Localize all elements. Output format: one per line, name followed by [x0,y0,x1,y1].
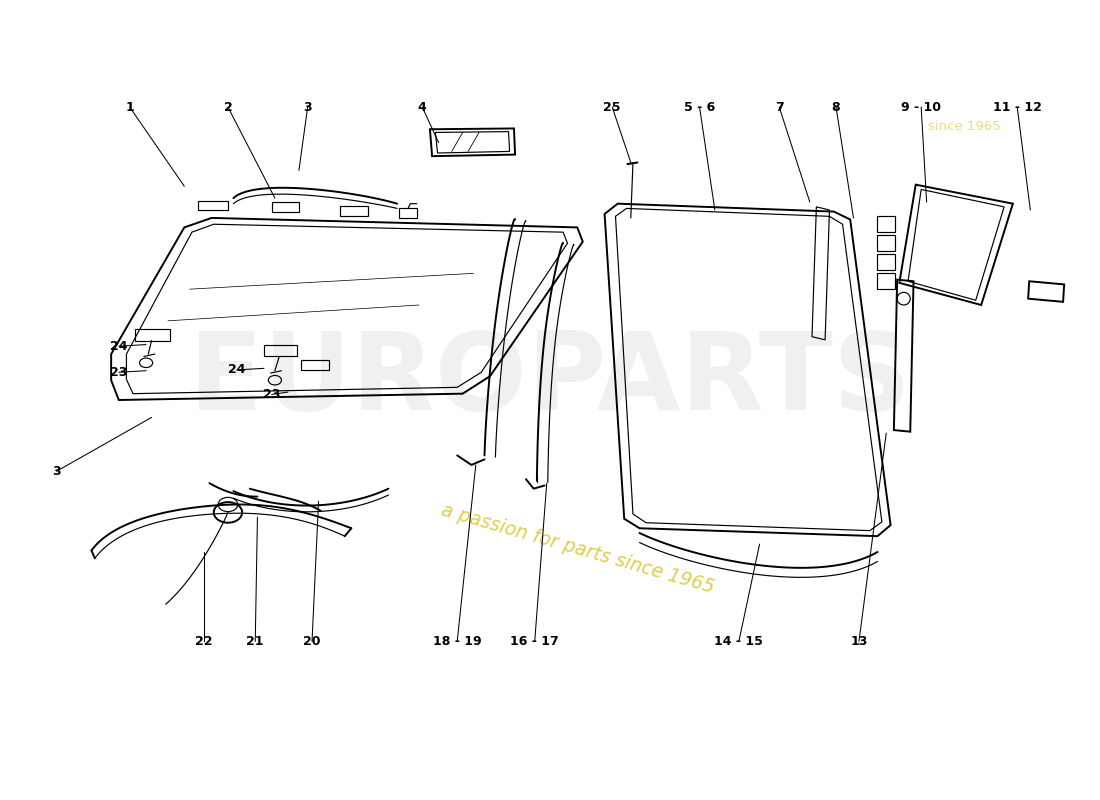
Text: 16 - 17: 16 - 17 [510,635,559,648]
Text: 18 - 19: 18 - 19 [433,635,482,648]
Text: a passion for parts since 1965: a passion for parts since 1965 [439,501,716,597]
Text: 22: 22 [195,635,212,648]
Text: 13: 13 [850,635,868,648]
Text: 21: 21 [246,635,264,648]
Text: 24: 24 [110,340,128,353]
Text: 4: 4 [418,101,427,114]
Text: 23: 23 [263,388,280,401]
Text: 11 - 12: 11 - 12 [993,101,1042,114]
Text: 3: 3 [304,101,312,114]
Text: 20: 20 [304,635,321,648]
Text: 24: 24 [228,363,245,377]
Text: 7: 7 [774,101,783,114]
Text: since 1965: since 1965 [928,120,1001,134]
Text: 23: 23 [110,366,128,378]
Text: 5 - 6: 5 - 6 [684,101,715,114]
Text: 9 - 10: 9 - 10 [901,101,942,114]
Text: 2: 2 [223,101,232,114]
Text: 8: 8 [832,101,840,114]
Text: 25: 25 [604,101,622,114]
Text: 1: 1 [125,101,134,114]
Text: 14 - 15: 14 - 15 [714,635,763,648]
Text: EUROPARTS: EUROPARTS [189,327,911,434]
Text: 3: 3 [53,465,60,478]
